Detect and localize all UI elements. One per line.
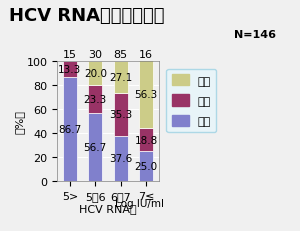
Text: 13.3: 13.3 [58,64,82,74]
Bar [114,61,128,94]
Text: 18.8: 18.8 [134,135,158,145]
Text: 16: 16 [139,50,153,60]
Text: 23.3: 23.3 [84,94,107,104]
Text: 25.0: 25.0 [135,161,158,171]
Bar [114,136,128,181]
Bar [63,61,77,77]
X-axis label: HCV RNA量: HCV RNA量 [79,204,137,214]
Bar [139,61,153,129]
Text: HCV RNA量と臨床効果: HCV RNA量と臨床効果 [9,7,164,25]
Y-axis label: （%）: （%） [15,109,25,133]
Bar [139,151,153,181]
Bar [139,129,153,151]
Text: 15: 15 [63,50,77,60]
Text: 30: 30 [88,50,102,60]
Text: 86.7: 86.7 [58,124,82,134]
Bar [114,94,128,136]
Bar [88,85,102,113]
Text: 56.3: 56.3 [134,90,158,100]
Legend: 無効, 再燃, 著効: 無効, 再燃, 著効 [167,69,216,132]
Text: 56.7: 56.7 [84,142,107,152]
Text: 37.6: 37.6 [109,154,132,164]
Text: 35.3: 35.3 [109,110,132,120]
Text: Log IU/ml: Log IU/ml [115,198,164,208]
Text: 20.0: 20.0 [84,68,107,78]
Bar [88,61,102,85]
Text: 27.1: 27.1 [109,73,132,82]
Text: 85: 85 [114,50,128,60]
Bar [88,113,102,181]
Bar [63,77,77,181]
Text: N=146: N=146 [234,30,276,40]
